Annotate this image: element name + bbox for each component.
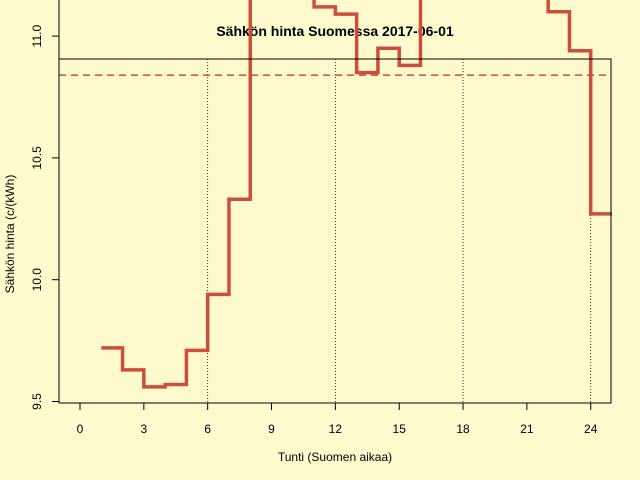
x-tick-label: 15 bbox=[393, 422, 407, 436]
x-tick-label: 21 bbox=[520, 422, 534, 436]
x-tick-label: 6 bbox=[204, 422, 211, 436]
x-tick-label: 9 bbox=[268, 422, 275, 436]
vertical-gridlines bbox=[207, 59, 592, 403]
x-axis: 0 3 6 9 12 15 18 21 24 bbox=[77, 402, 598, 436]
y-tick-label: 10.0 bbox=[30, 268, 44, 292]
y-tick-label: 11.0 bbox=[30, 25, 44, 48]
x-tick-label: 24 bbox=[584, 422, 598, 436]
y-tick-label: 9.5 bbox=[30, 393, 44, 410]
price-step-line bbox=[101, 0, 612, 389]
x-tick-label: 0 bbox=[77, 422, 84, 436]
chart-title: Sähkön hinta Suomessa 2017-06-01 bbox=[216, 23, 454, 39]
y-tick-label: 10.5 bbox=[30, 146, 44, 170]
x-tick-label: 12 bbox=[329, 422, 343, 436]
x-axis-label: Tunti (Suomen aikaa) bbox=[278, 450, 392, 464]
x-tick-label: 18 bbox=[456, 422, 470, 436]
x-tick-label: 3 bbox=[140, 422, 147, 436]
y-axis-label: Sähkön hinta (c/(kWh) bbox=[3, 175, 17, 294]
y-axis: 9.510.010.511.011.512.0 bbox=[30, 0, 60, 410]
